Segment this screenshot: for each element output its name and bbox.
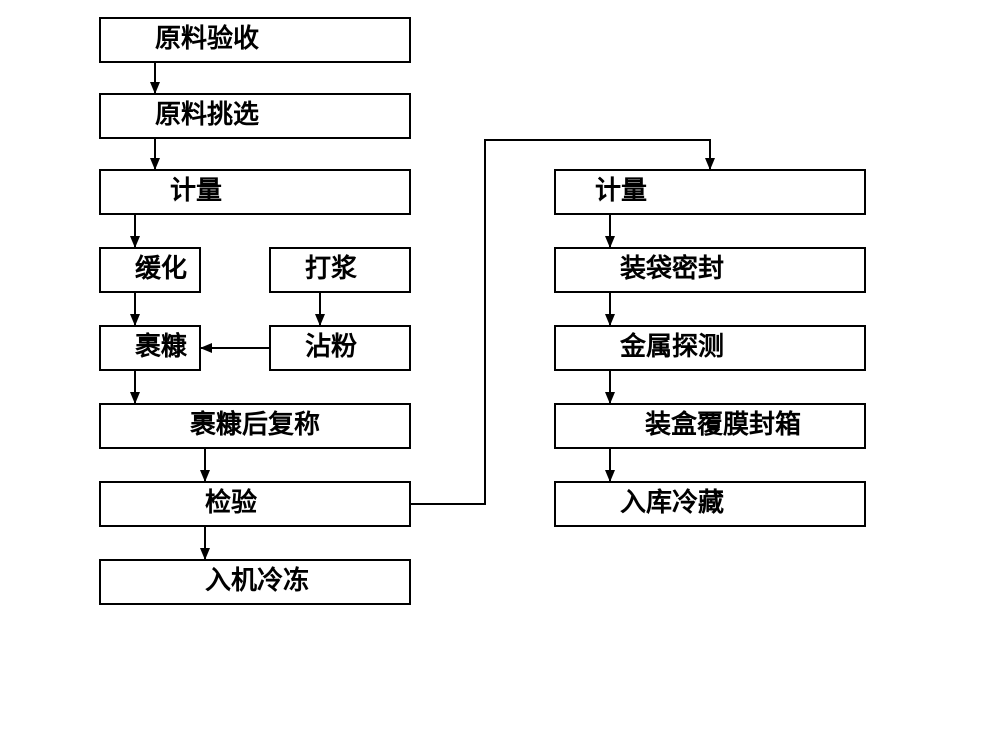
node-label-n4: 缓化: [135, 253, 187, 283]
node-n5b: 沾粉: [270, 326, 410, 370]
flowchart-canvas: 原料验收原料挑选计量缓化 打浆裹糠 沾粉裹糠后复称检验入机冷冻 计量装袋密封金属探测装…: [0, 0, 1000, 734]
node-n8: 入机冷冻: [100, 560, 410, 604]
node-label-r2: 装袋密封: [620, 253, 724, 283]
node-label-n7: 检验: [205, 487, 257, 517]
node-r3: 金属探测: [555, 326, 865, 370]
node-r2: 装袋密封: [555, 248, 865, 292]
node-n1: 原料验收: [100, 18, 410, 62]
node-n2: 原料挑选: [100, 94, 410, 138]
node-label-n4b: 打浆: [305, 253, 358, 283]
node-label-r3: 金属探测: [619, 331, 724, 361]
node-label-r5: 入库冷藏: [620, 487, 724, 517]
node-box-n3: [100, 170, 410, 214]
node-n6: 裹糠后复称: [100, 404, 410, 448]
node-label-r4: 装盒覆膜封箱: [645, 409, 801, 439]
node-n7: 检验: [100, 482, 410, 526]
node-label-n1: 原料验收: [155, 23, 259, 53]
node-r5: 入库冷藏: [555, 482, 865, 526]
node-n4b: 打浆: [270, 248, 410, 292]
node-n5: 裹糠: [100, 326, 200, 370]
node-n4: 缓化: [100, 248, 200, 292]
node-r4: 装盒覆膜封箱: [555, 404, 865, 448]
node-label-n3: 计量: [170, 176, 222, 205]
node-label-n6: 裹糠后复称: [190, 409, 320, 439]
node-label-r1: 计量: [595, 176, 647, 205]
node-label-n5b: 沾粉: [305, 332, 357, 361]
node-n3: 计量: [100, 170, 410, 214]
node-r1: 计量: [555, 170, 865, 214]
node-label-n8: 入机冷冻: [205, 565, 309, 595]
node-label-n5: 裹糠: [135, 331, 188, 361]
node-label-n2: 原料挑选: [155, 100, 259, 129]
